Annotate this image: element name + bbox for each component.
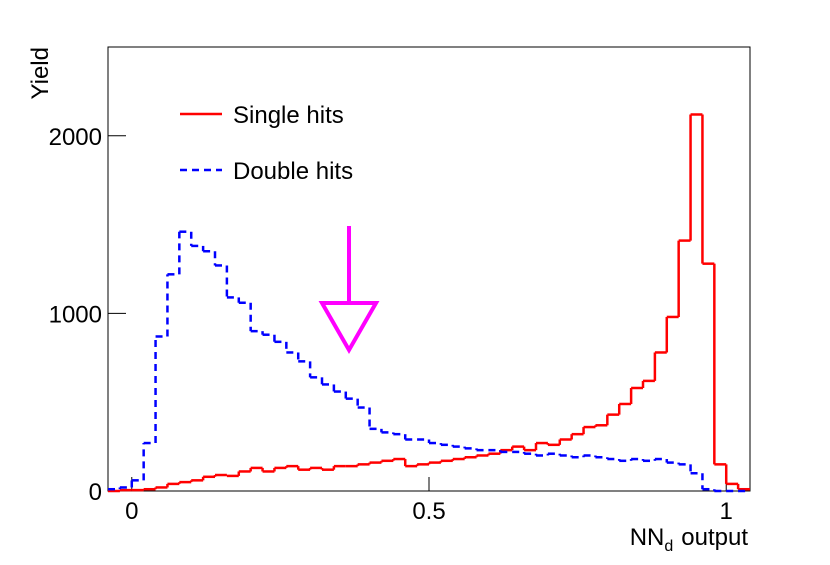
x-tick-label: 0	[125, 498, 138, 525]
x-axis-label: NNd output	[630, 524, 749, 555]
cut-arrow	[318, 226, 380, 355]
x-label-sub: d	[664, 538, 673, 555]
y-axis-label: Yield	[27, 47, 54, 99]
x-label-main: NN	[630, 524, 665, 551]
x-label-rest: output	[681, 524, 748, 551]
y-tick-label: 2000	[49, 124, 102, 151]
arrow-head	[318, 301, 380, 355]
legend-label: Double hits	[233, 158, 353, 185]
y-tick-label: 1000	[49, 301, 102, 328]
x-tick-label: 0.5	[412, 498, 445, 525]
y-tick-label: 0	[89, 479, 102, 506]
legend-label: Single hits	[233, 102, 344, 129]
x-tick-label: 1	[720, 498, 733, 525]
